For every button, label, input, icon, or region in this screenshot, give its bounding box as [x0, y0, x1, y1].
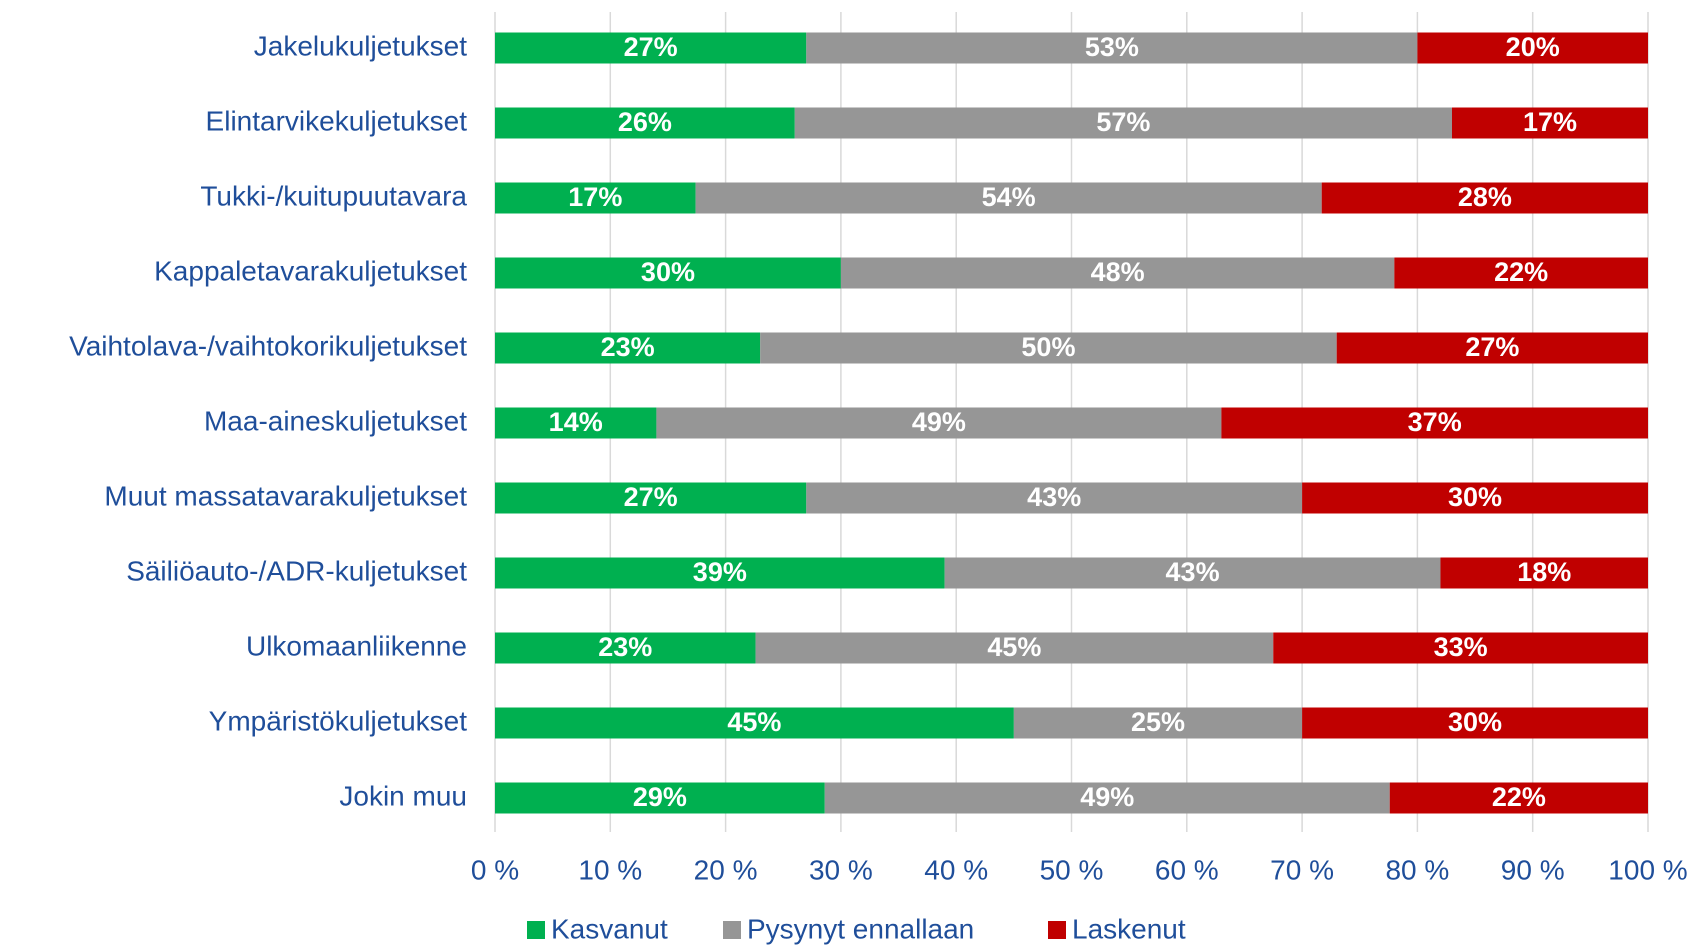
y-tick-label: Jokin muu: [339, 780, 467, 811]
y-tick-label: Säiliöauto-/ADR-kuljetukset: [126, 555, 467, 586]
value-label: 27%: [1465, 332, 1519, 362]
value-label: 54%: [982, 182, 1036, 212]
bar-segment: [495, 632, 756, 664]
bar-segment: [495, 482, 807, 514]
value-label: 45%: [987, 632, 1041, 662]
bar-segment: [1302, 707, 1648, 739]
x-tick-label: 0 %: [471, 854, 519, 885]
value-label: 33%: [1434, 632, 1488, 662]
bar-segment: [806, 482, 1303, 514]
bar-segment: [1389, 782, 1648, 814]
y-tick-label: Ulkomaanliikenne: [246, 630, 467, 661]
value-label: 45%: [727, 707, 781, 737]
value-label: 37%: [1408, 407, 1462, 437]
value-label: 28%: [1458, 182, 1512, 212]
value-label: 22%: [1494, 257, 1548, 287]
bar-segment: [944, 557, 1441, 589]
value-label: 49%: [912, 407, 966, 437]
bar-segment: [1302, 482, 1648, 514]
x-tick-label: 40 %: [924, 854, 988, 885]
y-tick-label: Jakelukuljetukset: [254, 30, 467, 61]
y-tick-label: Maa-aineskuljetukset: [204, 405, 467, 436]
bar-segment: [495, 782, 825, 814]
x-tick-label: 100 %: [1608, 854, 1687, 885]
value-label: 18%: [1517, 557, 1571, 587]
value-label: 17%: [568, 182, 622, 212]
bar-segment: [495, 707, 1014, 739]
bar-segment: [1273, 632, 1648, 664]
bar-segment: [495, 407, 657, 439]
legend-swatch: [1048, 921, 1066, 939]
bar-segment: [1321, 182, 1648, 214]
x-tick-label: 70 %: [1270, 854, 1334, 885]
value-label: 53%: [1085, 32, 1139, 62]
legend-swatch: [527, 921, 545, 939]
x-tick-label: 30 %: [809, 854, 873, 885]
value-label: 30%: [1448, 707, 1502, 737]
bar-segment: [695, 182, 1322, 214]
bar-segment: [794, 107, 1452, 139]
legend-label: Laskenut: [1072, 913, 1186, 944]
bar-segment: [656, 407, 1222, 439]
bar-segment: [1451, 107, 1648, 139]
bar-segment: [1417, 32, 1648, 64]
value-label: 26%: [618, 107, 672, 137]
value-label: 43%: [1027, 482, 1081, 512]
value-label: 14%: [549, 407, 603, 437]
value-label: 29%: [633, 782, 687, 812]
bar-segment: [495, 182, 696, 214]
bar-segment: [806, 32, 1418, 64]
value-label: 48%: [1091, 257, 1145, 287]
value-label: 25%: [1131, 707, 1185, 737]
value-label: 23%: [598, 632, 652, 662]
x-tick-label: 60 %: [1155, 854, 1219, 885]
value-label: 57%: [1096, 107, 1150, 137]
value-label: 27%: [624, 32, 678, 62]
bar-segment: [495, 332, 761, 364]
value-label: 27%: [624, 482, 678, 512]
value-label: 17%: [1523, 107, 1577, 137]
bar-segment: [1394, 257, 1648, 289]
bar-segment: [1440, 557, 1648, 589]
bar-segment: [755, 632, 1274, 664]
y-tick-label: Elintarvikekuljetukset: [206, 105, 468, 136]
x-tick-label: 90 %: [1501, 854, 1565, 885]
bar-segment: [1221, 407, 1648, 439]
value-label: 22%: [1492, 782, 1546, 812]
value-label: 20%: [1506, 32, 1560, 62]
bar-segment: [495, 257, 841, 289]
bar-segment: [760, 332, 1337, 364]
y-tick-label: Muut massatavarakuljetukset: [104, 480, 467, 511]
legend-label: Pysynyt ennallaan: [747, 913, 974, 944]
bar-segment: [495, 557, 945, 589]
value-label: 39%: [693, 557, 747, 587]
x-tick-label: 10 %: [578, 854, 642, 885]
value-label: 30%: [1448, 482, 1502, 512]
bar-segment: [840, 257, 1395, 289]
x-tick-label: 20 %: [694, 854, 758, 885]
y-tick-label: Ympäristökuljetukset: [209, 705, 468, 736]
bar-segment: [495, 107, 795, 139]
value-label: 49%: [1080, 782, 1134, 812]
value-label: 43%: [1166, 557, 1220, 587]
value-label: 50%: [1021, 332, 1075, 362]
bar-segment: [824, 782, 1390, 814]
bar-segment: [1336, 332, 1648, 364]
value-label: 23%: [601, 332, 655, 362]
legend-label: Kasvanut: [551, 913, 668, 944]
y-tick-label: Tukki-/kuitupuutavara: [200, 180, 467, 211]
legend-swatch: [723, 921, 741, 939]
bar-segment: [495, 32, 807, 64]
bar-segment: [1013, 707, 1303, 739]
y-tick-label: Vaihtolava-/vaihtokorikuljetukset: [69, 330, 467, 361]
x-tick-label: 50 %: [1040, 854, 1104, 885]
y-tick-label: Kappaletavarakuljetukset: [154, 255, 467, 286]
value-label: 30%: [641, 257, 695, 287]
x-tick-label: 80 %: [1385, 854, 1449, 885]
